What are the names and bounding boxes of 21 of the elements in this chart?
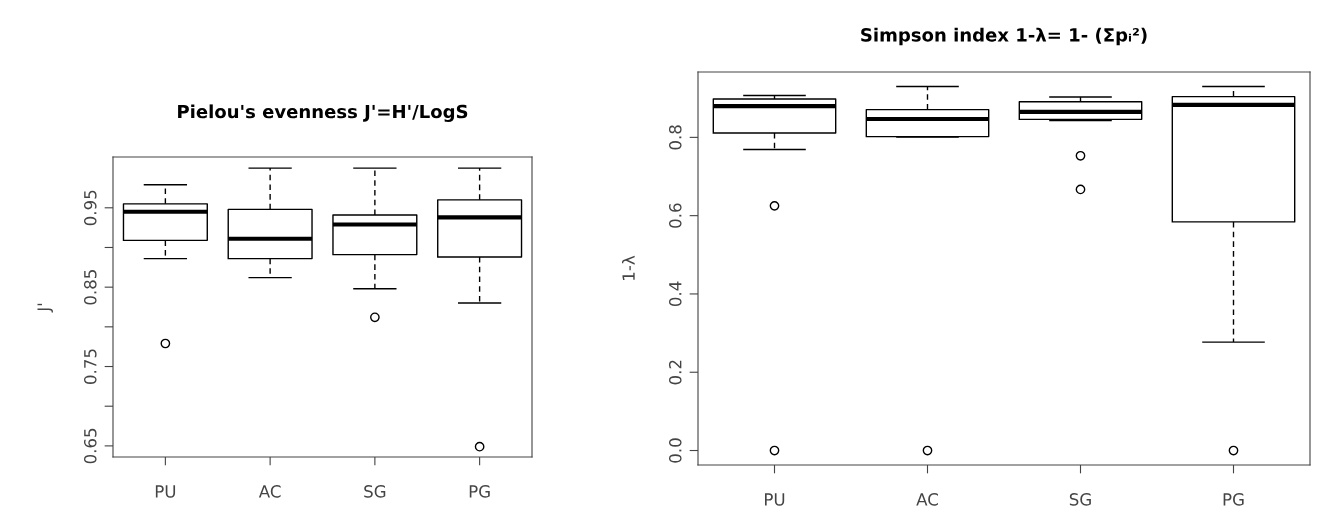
y-tick-label: 0.4 — [668, 281, 682, 307]
y-tick-label: 0.2 — [668, 360, 682, 385]
x-tick-label: PG — [1223, 493, 1244, 506]
x-tick-label: PU — [765, 493, 785, 506]
y-tick-label: 0.75 — [83, 349, 97, 384]
x-tick-label: SG — [364, 485, 386, 498]
chart-title: Simpson index 1-λ= 1- (Σpᵢ²) — [861, 27, 1147, 46]
x-tick-label: AC — [916, 493, 938, 506]
y-tick-label: 0.65 — [83, 428, 97, 464]
y-tick-label: 0.6 — [668, 203, 682, 228]
y-tick-label: 0.8 — [668, 125, 682, 150]
x-tick-label: PG — [469, 485, 490, 498]
y-axis-title: J' — [37, 303, 53, 313]
y-tick-label: 0.0 — [668, 438, 682, 463]
chart-title: Pielou's evenness J'=H'/LogS — [178, 104, 468, 123]
x-tick-label: SG — [1069, 493, 1091, 506]
x-tick-label: PU — [155, 485, 176, 498]
y-tick-label: 0.95 — [83, 190, 97, 226]
y-tick-label: 0.85 — [83, 270, 97, 305]
y-axis-title: 1-λ — [621, 255, 635, 280]
x-tick-label: AC — [258, 485, 281, 498]
